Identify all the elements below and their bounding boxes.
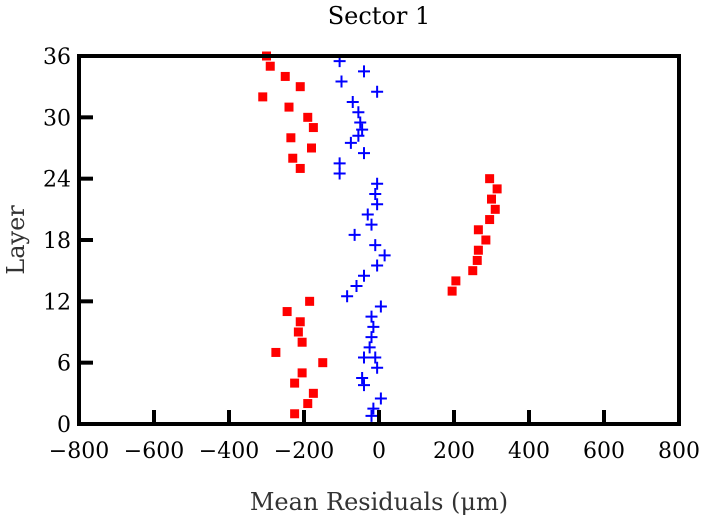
y-tick-label: 36: [43, 45, 71, 70]
data-point: [363, 341, 376, 354]
chart-title: Sector 1: [328, 2, 431, 30]
data-point: [369, 188, 382, 200]
data-point: [369, 239, 382, 252]
data-point: [356, 372, 369, 384]
x-tick-label: −600: [124, 439, 184, 464]
data-point: [451, 276, 461, 286]
data-point: [290, 409, 300, 419]
data-point: [308, 388, 318, 398]
data-point: [485, 215, 495, 225]
data-point: [365, 409, 378, 422]
data-point: [358, 269, 370, 282]
data-point: [365, 218, 378, 231]
plot-frame: [77, 54, 681, 426]
data-point: [358, 351, 370, 364]
data-point: [352, 129, 365, 142]
data-point: [350, 280, 363, 292]
data-point: [490, 204, 500, 214]
data-point: [348, 228, 361, 241]
data-point: [472, 255, 482, 265]
data-point: [305, 296, 315, 306]
data-point: [341, 290, 354, 303]
data-point: [481, 235, 491, 245]
y-tick-label: 24: [43, 168, 71, 193]
data-point: [303, 112, 313, 122]
data-point: [297, 337, 307, 347]
axis-ticks: −800 −600 −400 −200 0 200 400 600 800 0 6 12 18 24 30 3…: [43, 45, 700, 464]
data-point: [365, 310, 378, 323]
data-point: [344, 136, 357, 149]
data-point: [333, 167, 346, 180]
data-point: [492, 184, 502, 194]
data-point: [358, 147, 370, 160]
data-point: [308, 123, 318, 133]
data-point: [371, 361, 384, 374]
series-0: [258, 51, 502, 419]
data-point: [371, 259, 384, 272]
x-tick-label: 0: [372, 439, 386, 464]
data-point: [265, 61, 275, 71]
data-point: [258, 92, 268, 102]
data-point: [473, 245, 483, 255]
data-point: [358, 65, 370, 78]
data-point: [297, 368, 307, 378]
data-point: [468, 266, 478, 276]
y-axis-label: Layer: [2, 205, 30, 275]
y-tick-label: 0: [57, 413, 71, 438]
data-point: [295, 317, 305, 327]
data-point: [485, 174, 495, 184]
data-point: [367, 402, 380, 415]
data-point: [295, 82, 305, 92]
data-point: [290, 378, 300, 388]
data-point: [374, 392, 387, 405]
x-tick-label: 800: [658, 439, 700, 464]
data-point: [371, 85, 384, 98]
data-point: [371, 177, 384, 190]
data-point: [335, 75, 348, 88]
x-tick-label: −800: [49, 439, 109, 464]
y-tick-label: 30: [43, 106, 71, 131]
data-point: [282, 307, 292, 317]
data-point: [307, 143, 316, 153]
data-point: [288, 153, 298, 163]
data-point: [346, 96, 359, 108]
data-point: [473, 225, 483, 235]
y-tick-label: 6: [57, 352, 71, 377]
data-point: [358, 379, 370, 392]
data-point: [371, 198, 384, 211]
x-axis-label: Mean Residuals (μm): [250, 488, 508, 516]
data-point: [369, 351, 382, 364]
data-point: [352, 106, 365, 119]
data-point: [280, 71, 290, 81]
data-point: [378, 249, 391, 262]
data-point: [293, 327, 303, 337]
data-point: [286, 133, 296, 143]
y-tick-label: 18: [43, 229, 71, 254]
data-point: [303, 399, 313, 409]
data-point: [271, 347, 281, 357]
x-tick-label: 400: [508, 439, 550, 464]
data-point: [318, 358, 328, 368]
x-tick-label: 200: [433, 439, 475, 464]
x-tick-label: −400: [199, 439, 259, 464]
y-tick-label: 12: [43, 290, 71, 315]
data-point: [447, 286, 457, 296]
data-point: [356, 123, 369, 136]
series-1: [333, 55, 391, 422]
data-point: [354, 116, 367, 129]
data-point: [487, 194, 496, 204]
data-point: [333, 157, 346, 170]
data-point: [295, 163, 305, 173]
data-marks: [258, 51, 502, 422]
data-point: [374, 300, 387, 313]
data-point: [365, 331, 378, 344]
x-tick-label: −200: [274, 439, 334, 464]
data-point: [284, 102, 294, 112]
data-point: [367, 320, 380, 333]
data-point: [361, 208, 374, 221]
x-tick-label: 600: [583, 439, 625, 464]
